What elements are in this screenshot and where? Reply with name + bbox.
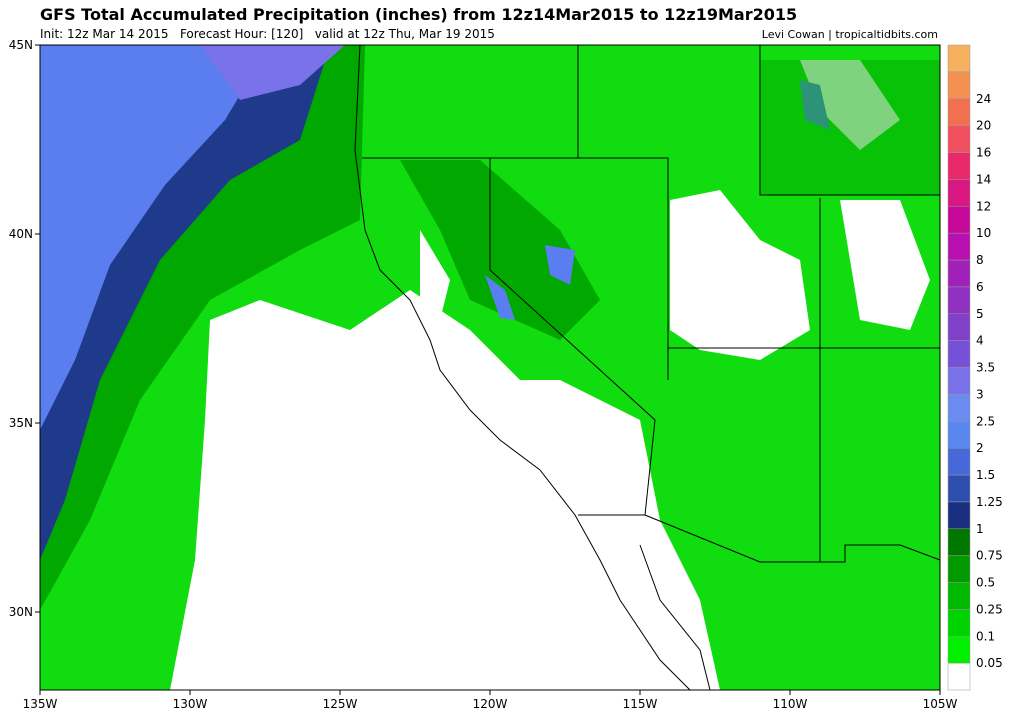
color-swatch [947, 44, 971, 73]
color-swatch [947, 421, 971, 449]
color-swatch [947, 528, 971, 556]
title: GFS Total Accumulated Precipitation (inc… [40, 5, 797, 24]
colorbar-label: 20 [976, 119, 991, 133]
colorbar-label: 0.1 [976, 629, 995, 643]
lon-label: 130W [173, 697, 208, 711]
axes: 135W 130W 125W 120W 115W 110W 105W 45N 40N 35N 30N [9, 38, 958, 711]
color-swatch [947, 259, 971, 288]
subtitle: Init: 12z Mar 14 2015 Forecast Hour: [12… [40, 27, 495, 41]
colorbar-label: 10 [976, 226, 991, 240]
colorbar-label: 12 [976, 199, 991, 213]
color-swatch [947, 98, 971, 126]
color-swatch [947, 447, 971, 476]
colorbar-label: 16 [976, 146, 991, 160]
colorbar-label: 24 [976, 92, 991, 106]
color-swatch [947, 340, 971, 368]
color-swatch [947, 474, 971, 503]
color-swatch [947, 555, 971, 583]
color-swatch [947, 206, 971, 234]
color-swatch [947, 609, 971, 637]
lat-label: 30N [9, 605, 33, 619]
colorbar-label: 0.75 [976, 549, 1003, 563]
coastline [354, 44, 691, 691]
state-border [489, 158, 941, 563]
color-swatch [947, 71, 971, 99]
colorbar-label: 2.5 [976, 414, 995, 428]
colorbar-label: 1.5 [976, 468, 995, 482]
color-swatch [947, 501, 971, 529]
color-swatch [947, 313, 971, 341]
lat-label: 45N [9, 38, 33, 52]
color-swatch [947, 582, 971, 610]
colorbar-label: 0.05 [976, 656, 1003, 670]
dry-area [840, 200, 930, 330]
coastline [639, 544, 711, 691]
color-swatch [947, 367, 971, 395]
colorbar-label: 3 [976, 387, 984, 401]
colorbar-label: 6 [976, 280, 984, 294]
precip-band [400, 160, 600, 340]
colorbar-label: 1 [976, 522, 984, 536]
colorbar-label: 2 [976, 441, 984, 455]
lon-label: 115W [623, 697, 658, 711]
dry-area [670, 190, 810, 360]
lon-label: 135W [23, 697, 58, 711]
colorbar-label: 0.25 [976, 602, 1003, 616]
colorbar-label: 8 [976, 253, 984, 267]
lon-label: 125W [323, 697, 358, 711]
precip-core [200, 45, 345, 100]
color-swatch [947, 286, 971, 314]
lon-label: 120W [473, 697, 508, 711]
colorbar-label: 4 [976, 334, 984, 348]
state-border [362, 157, 669, 380]
colorbar: 0.05 0.1 0.25 0.5 0.75 1 1.25 1.5 2 2.5 3 3.5 4 5 6 8 10… [947, 44, 1003, 691]
color-swatch [947, 662, 971, 691]
colorbar-label: 1.25 [976, 495, 1003, 509]
color-swatch [947, 394, 971, 422]
credit: Levi Cowan | tropicaltidbits.com [762, 28, 938, 41]
colorbar-label: 5 [976, 307, 984, 321]
dry-area [420, 230, 450, 320]
colorbar-label: 14 [976, 172, 991, 186]
lon-label: 105W [923, 697, 958, 711]
color-swatch [947, 125, 971, 153]
precip-band [760, 60, 940, 195]
colorbar-label: 3.5 [976, 361, 995, 375]
color-swatch [947, 152, 971, 180]
color-swatch [947, 232, 971, 261]
precip-core [485, 275, 515, 320]
precip-band [40, 45, 270, 430]
lon-label: 110W [773, 697, 808, 711]
color-swatch [947, 179, 971, 207]
colorbar-label: 0.5 [976, 576, 995, 590]
color-swatch [947, 636, 971, 664]
lat-label: 40N [9, 227, 33, 241]
state-border [759, 45, 940, 196]
map [39, 44, 941, 691]
lat-label: 35N [9, 416, 33, 430]
precip-core [545, 245, 575, 285]
dry-area [170, 290, 720, 690]
